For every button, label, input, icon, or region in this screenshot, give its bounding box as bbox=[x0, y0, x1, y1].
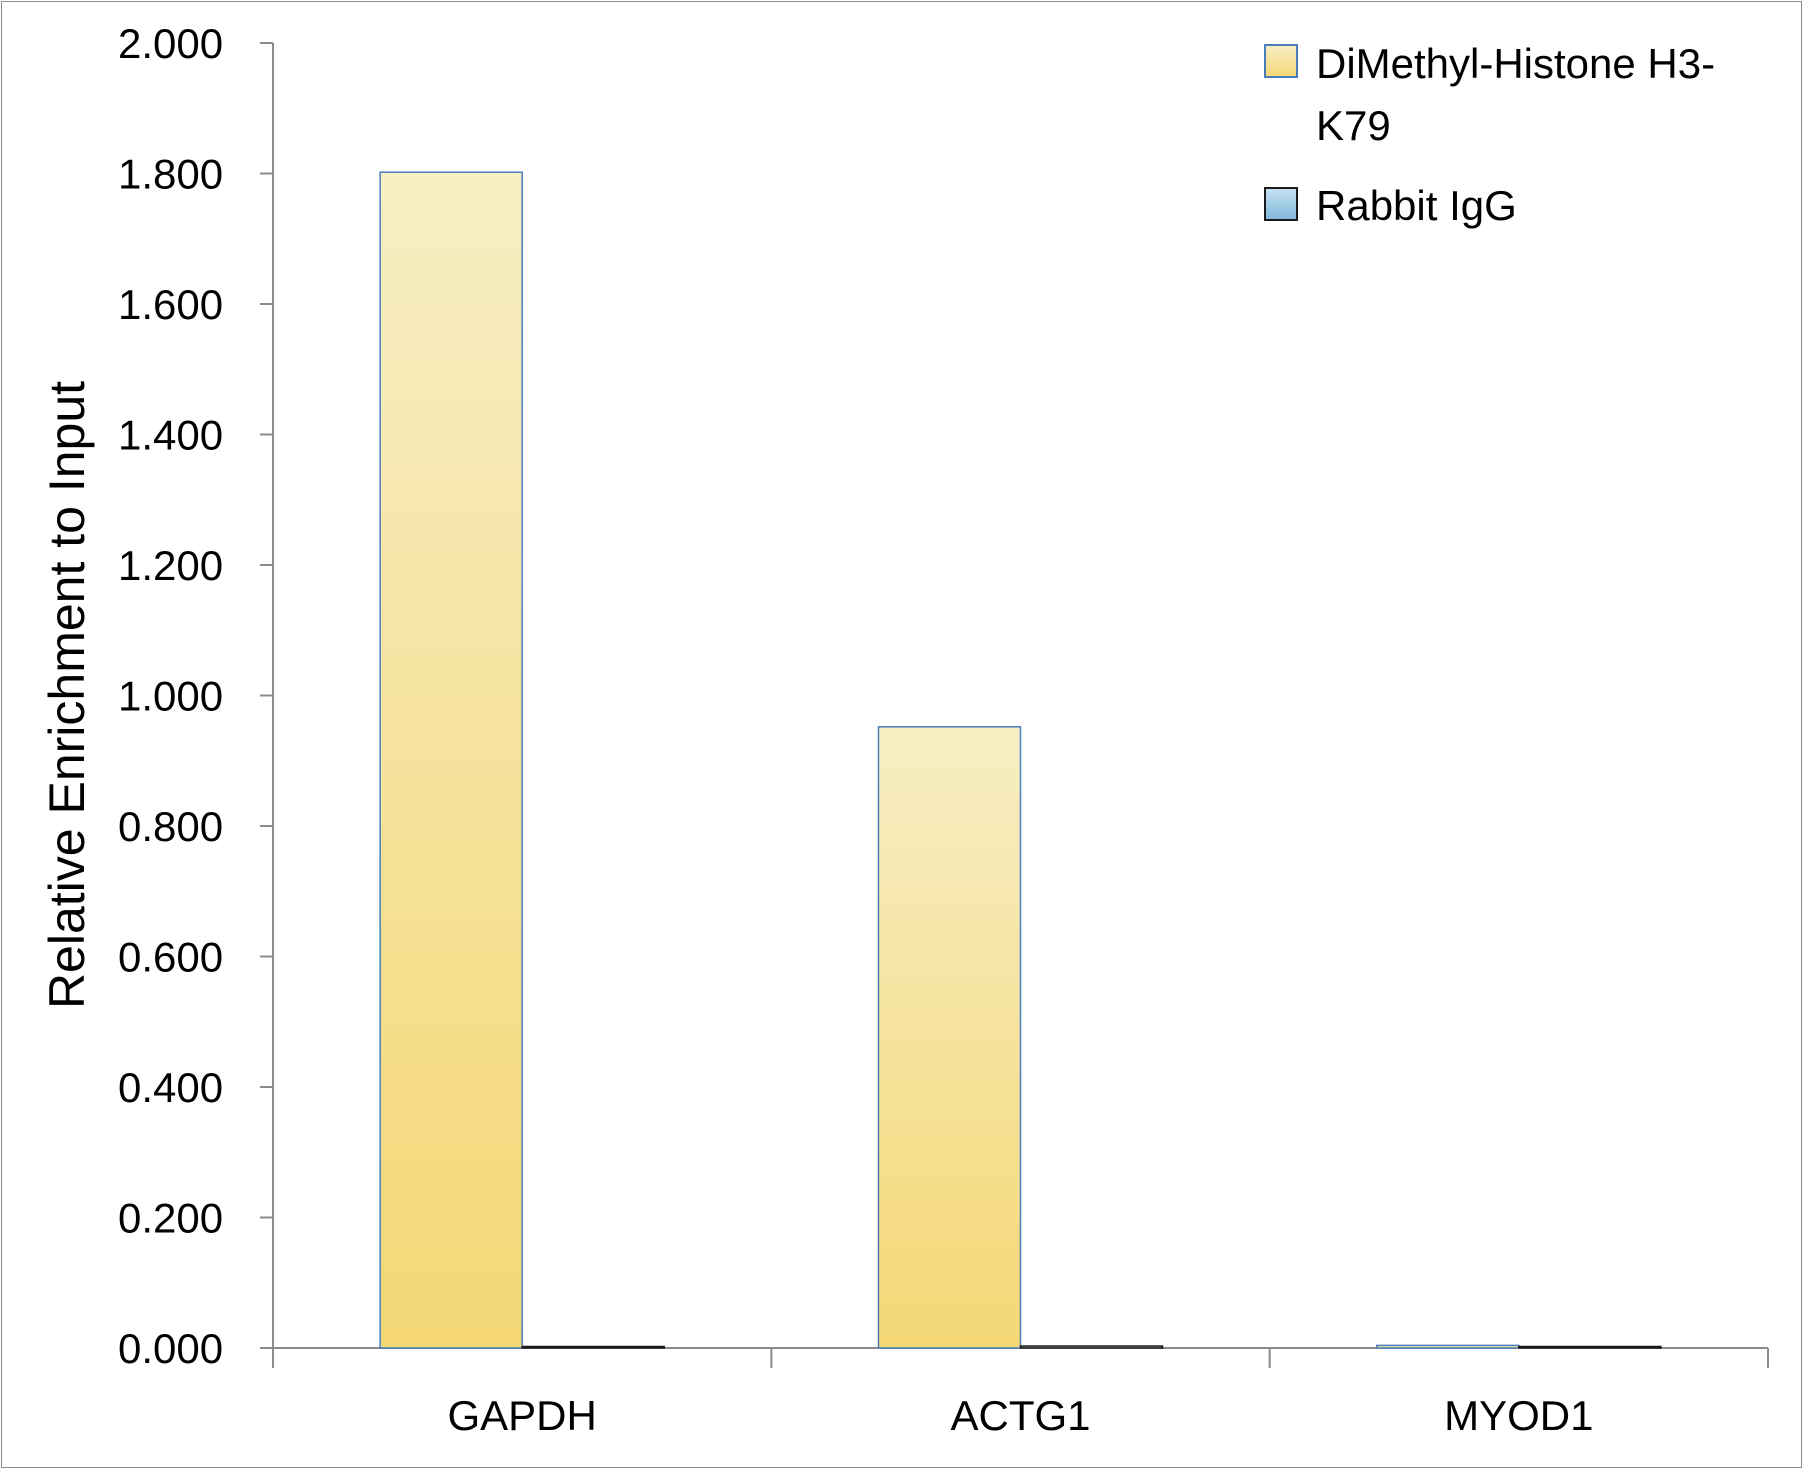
y-tick-label: 0.600 bbox=[118, 934, 223, 981]
x-axis: GAPDH ACTG1 MYOD1 bbox=[272, 1347, 1769, 1439]
legend: DiMethyl-Histone H3- K79 Rabbit IgG bbox=[1264, 40, 1715, 229]
bar-gapdh-series-0 bbox=[379, 171, 523, 1349]
y-tick-label: 0.200 bbox=[118, 1195, 223, 1242]
y-tick-label: 1.800 bbox=[118, 151, 223, 198]
y-tick-label: 0.400 bbox=[118, 1064, 223, 1111]
y-axis: 0.000 0.200 0.400 0.600 0.800 1.000 1.200 1.400… bbox=[118, 20, 274, 1372]
bars bbox=[379, 171, 1662, 1349]
y-tick-label: 2.000 bbox=[118, 20, 223, 67]
y-tick-label: 1.200 bbox=[118, 542, 223, 589]
legend-swatch-rabbit-igg bbox=[1264, 187, 1298, 221]
y-tick-label: 1.000 bbox=[118, 673, 223, 720]
y-tick-label: 0.000 bbox=[118, 1325, 223, 1372]
bar-myod1-series-1 bbox=[1518, 1345, 1662, 1349]
legend-label-dimethyl-histone-line-1: DiMethyl-Histone H3- bbox=[1316, 40, 1715, 87]
legend-label-rabbit-igg: Rabbit IgG bbox=[1316, 182, 1517, 229]
x-tick-label: MYOD1 bbox=[1444, 1392, 1593, 1439]
y-tick-label: 0.800 bbox=[118, 803, 223, 850]
y-axis-label: Relative Enrichment to Input bbox=[39, 381, 95, 1009]
bar-actg1-series-1 bbox=[1019, 1345, 1164, 1349]
bar-myod1-series-0 bbox=[1376, 1344, 1520, 1349]
legend-swatch-dimethyl-histone bbox=[1264, 44, 1298, 78]
y-tick-label: 1.400 bbox=[118, 412, 223, 459]
x-tick-label: ACTG1 bbox=[950, 1392, 1090, 1439]
legend-label-dimethyl-histone-line-2: K79 bbox=[1316, 102, 1391, 149]
bar-gapdh-series-1 bbox=[521, 1345, 665, 1349]
y-tick-label: 1.600 bbox=[118, 281, 223, 328]
x-tick-label: GAPDH bbox=[447, 1392, 596, 1439]
bar-actg1-series-0 bbox=[877, 726, 1022, 1349]
